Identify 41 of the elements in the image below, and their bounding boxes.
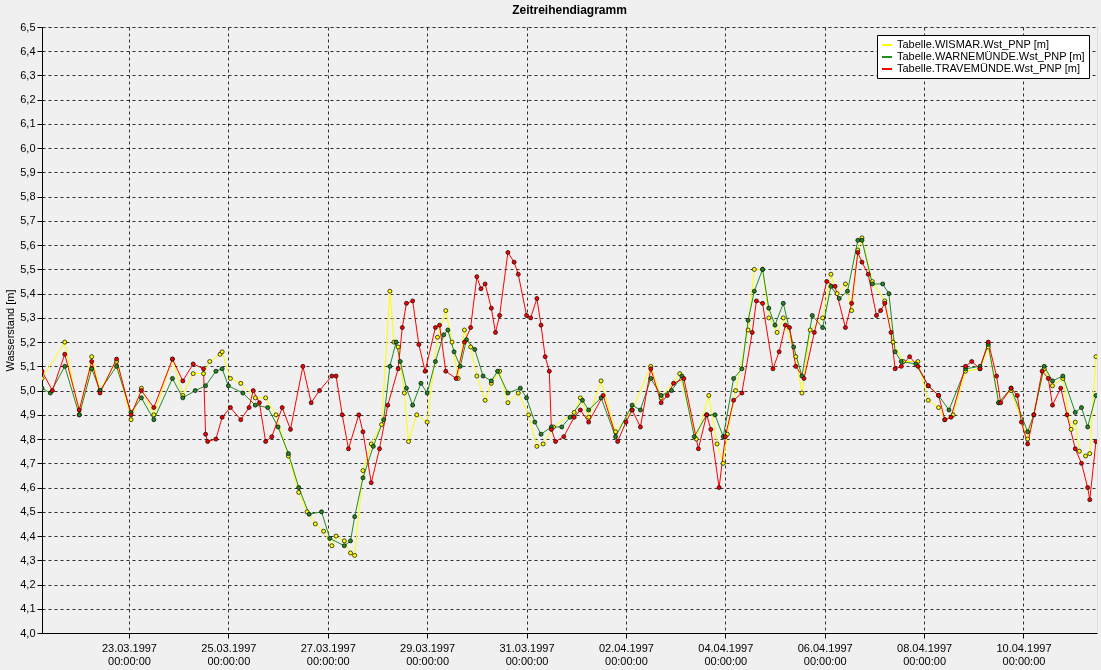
y-tick-label: 4,4: [20, 529, 36, 542]
y-tick-label: 5,8: [20, 190, 36, 203]
x-tick-label: 31.03.1997 00:00:00: [499, 641, 555, 667]
y-tick-label: 6,3: [20, 68, 36, 81]
y-tick-label: 6,2: [20, 93, 36, 106]
y-tick-label: 6,5: [20, 20, 36, 33]
x-tick-label: 27.03.1997 00:00:00: [300, 641, 356, 667]
y-tick-label: 4,8: [20, 432, 36, 445]
y-tick-label: 6,1: [20, 117, 36, 130]
y-tick-label: 6,0: [20, 141, 36, 154]
chart-title: Zeitreihendiagramm: [512, 3, 627, 17]
legend-label: Tabelle.WISMAR.Wst_PNP [m]: [897, 38, 1049, 50]
y-tick-label: 5,1: [20, 359, 36, 372]
y-tick-label: 4,2: [20, 578, 36, 591]
legend-label: Tabelle.TRAVEMÜNDE.Wst_PNP [m]: [897, 62, 1080, 74]
y-tick-label: 5,2: [20, 335, 36, 348]
y-axis-title: Wasserstand [m]: [4, 289, 17, 372]
y-tick-label: 5,6: [20, 238, 36, 251]
y-tick-label: 4,5: [20, 505, 36, 518]
x-tick-label: 23.03.1997 00:00:00: [101, 641, 157, 667]
y-tick-label: 5,9: [20, 165, 36, 178]
x-tick-label: 25.03.1997 00:00:00: [201, 641, 257, 667]
y-tick-label: 5,4: [20, 287, 36, 300]
legend-label: Tabelle.WARNEMÜNDE.Wst_PNP [m]: [897, 50, 1085, 62]
x-tick-label: 08.04.1997 00:00:00: [897, 641, 953, 667]
y-tick-label: 6,4: [20, 44, 36, 57]
y-tick-label: 4,6: [20, 481, 36, 494]
y-tick-label: 5,7: [20, 214, 36, 227]
x-tick-label: 29.03.1997 00:00:00: [400, 641, 456, 667]
y-tick-label: 5,5: [20, 262, 36, 275]
x-tick-label: 10.04.1997 00:00:00: [996, 641, 1052, 667]
x-tick-label: 04.04.1997 00:00:00: [698, 641, 754, 667]
y-tick-label: 5,0: [20, 384, 36, 397]
y-tick-label: 4,7: [20, 456, 36, 469]
y-tick-label: 4,9: [20, 408, 36, 421]
y-tick-label: 4,1: [20, 602, 36, 615]
y-tick-label: 4,3: [20, 553, 36, 566]
x-tick-label: 02.04.1997 00:00:00: [598, 641, 654, 667]
x-tick-label: 06.04.1997 00:00:00: [797, 641, 853, 667]
y-tick-label: 5,3: [20, 311, 36, 324]
y-tick-label: 4,0: [20, 626, 36, 639]
